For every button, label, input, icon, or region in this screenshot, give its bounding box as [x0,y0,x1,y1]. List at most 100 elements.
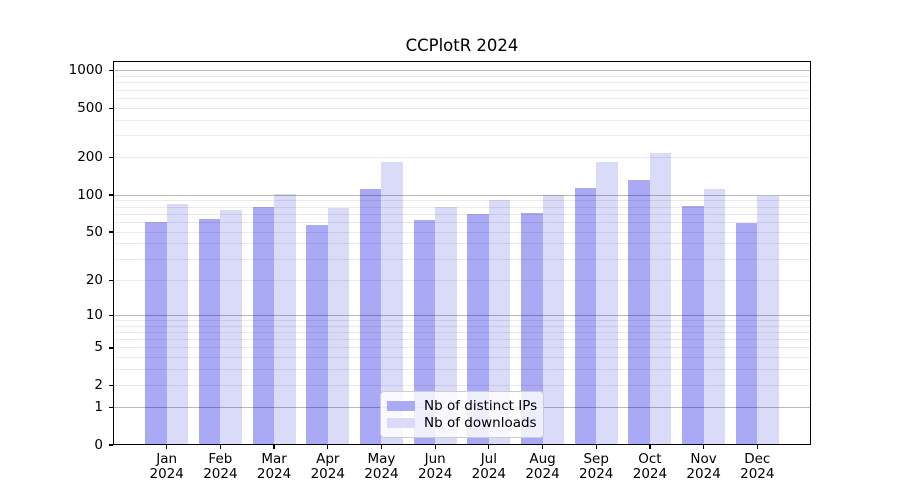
minor-gridline [113,200,811,202]
y-tick-mark [109,384,113,387]
x-tick-mark [595,445,597,449]
legend-label-downloads: Nb of downloads [424,414,537,431]
bar-distinct-ips-mar [252,207,275,445]
y-tick-label: 50 [85,223,103,240]
x-tick-label-feb: Feb 2024 [203,451,238,482]
minor-gridline [113,231,811,233]
bar-distinct-ips-may [359,188,382,445]
minor-gridline [113,213,811,215]
x-tick-label-oct: Oct 2024 [632,451,668,482]
bars-layer [113,61,811,445]
y-tick-label: 5 [94,339,103,356]
x-tick-label-mar: Mar 2024 [256,451,292,482]
minor-gridline [113,157,811,159]
x-tick-mark [273,445,275,449]
bar-downloads-feb [220,210,242,445]
minor-gridline [113,107,811,109]
minor-gridline [113,279,811,281]
x-tick-label-apr: Apr 2024 [310,451,345,482]
chart-title: CCPlotR 2024 [405,36,519,55]
y-tick-label: 500 [77,99,103,116]
minor-gridline [113,243,811,245]
bar-downloads-dec [757,195,779,445]
major-gridline [113,194,811,196]
y-tick-label: 10 [85,306,103,323]
bar-distinct-ips-sep [574,187,597,445]
x-tick-mark [541,445,544,449]
minor-gridline [113,135,811,137]
plot-area [113,61,811,445]
bar-distinct-ips-apr [306,225,328,445]
y-tick-label: 1000 [68,62,103,79]
x-tick-label-dec: Dec 2024 [740,451,775,482]
minor-gridline [113,119,811,121]
minor-gridline [113,258,811,260]
x-tick-label-may: May 2024 [364,451,399,482]
x-tick-label-jan: Jan 2024 [149,451,184,482]
legend-label-distinct-ips: Nb of distinct IPs [424,398,538,415]
legend-swatch-downloads [387,417,415,428]
x-tick-label-jun: Jun 2024 [417,451,453,482]
x-tick-label-sep: Sep 2024 [579,451,614,482]
y-tick-mark [109,70,113,72]
x-tick-mark [703,445,705,449]
y-tick-label: 1 [94,398,103,415]
bar-distinct-ips-jan [145,222,167,445]
minor-gridline [113,76,811,78]
x-tick-mark [380,445,383,449]
y-tick-label: 200 [77,149,103,166]
bar-downloads-jan [166,203,189,445]
x-tick-mark [756,445,758,449]
y-tick-mark [109,231,113,233]
minor-gridline [113,89,811,91]
legend-item-downloads: Nb of downloads [387,414,537,431]
legend: Nb of distinct IPs Nb of downloads [380,391,544,438]
y-tick-mark [109,347,113,349]
y-tick-mark [109,314,113,316]
minor-gridline [113,385,811,386]
y-tick-label: 0 [94,436,103,453]
bar-downloads-mar [274,193,296,445]
y-tick-mark [109,194,113,196]
x-tick-label-nov: Nov 2024 [686,451,721,482]
bar-distinct-ips-dec [735,223,758,445]
y-tick-mark [109,279,113,281]
bar-distinct-ips-nov [682,206,704,445]
y-tick-mark [109,406,113,409]
y-tick-mark [109,157,113,159]
bar-distinct-ips-oct [628,179,650,445]
minor-gridline [113,97,811,99]
minor-gridline [113,206,811,208]
bar-downloads-oct [649,152,672,445]
bar-downloads-sep [596,161,618,445]
y-tick-label: 2 [94,377,103,393]
minor-gridline [113,82,811,84]
minor-gridline [113,347,811,349]
y-tick-label: 100 [77,186,103,203]
major-gridline [113,70,811,72]
x-tick-mark [219,445,221,449]
bar-downloads-apr [327,208,350,445]
minor-gridline [113,339,811,341]
x-tick-mark [488,445,490,449]
minor-gridline [113,331,811,333]
bar-downloads-aug [542,195,564,445]
x-tick-label-jul: Jul 2024 [471,451,507,482]
minor-gridline [113,221,811,223]
x-tick-mark [649,445,651,449]
grid-layer [113,61,811,445]
bar-distinct-ips-feb [198,218,221,445]
x-tick-label-aug: Aug 2024 [525,451,560,482]
y-tick-label: 20 [85,271,103,288]
y-tick-mark [109,444,113,446]
minor-gridline [113,369,811,371]
major-gridline [113,314,811,316]
minor-gridline [113,325,811,327]
x-tick-mark [434,445,436,449]
minor-gridline [113,357,811,359]
legend-swatch-distinct-ips [387,401,415,412]
minor-gridline [113,319,811,321]
bar-downloads-nov [703,188,726,445]
legend-item-distinct-ips: Nb of distinct IPs [387,398,538,415]
